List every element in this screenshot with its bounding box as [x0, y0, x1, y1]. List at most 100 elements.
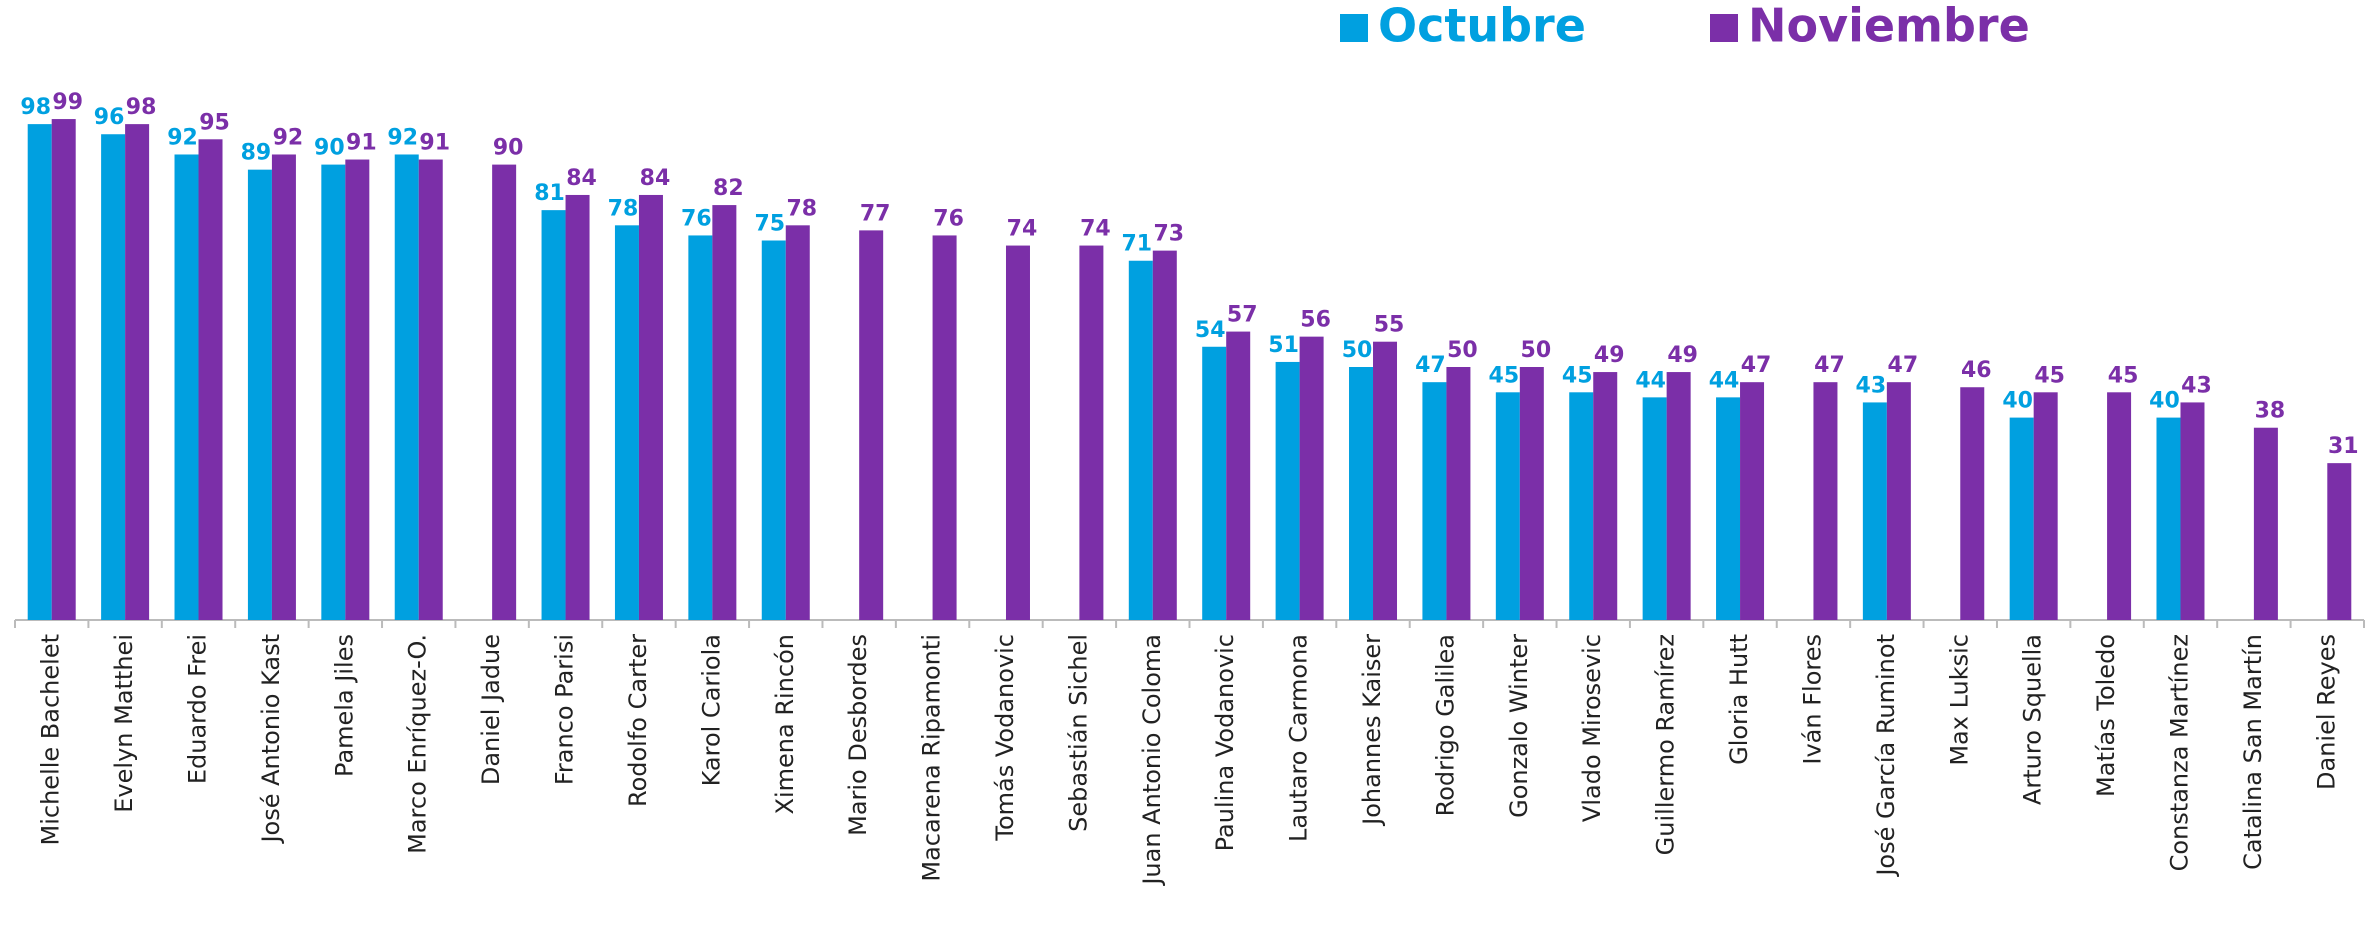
value-label: 75	[754, 212, 785, 237]
value-label: 81	[534, 181, 565, 206]
value-label: 47	[1814, 353, 1845, 378]
bar	[1569, 392, 1594, 620]
bar	[2253, 427, 2278, 620]
value-label: 50	[1447, 338, 1478, 363]
x-tick-label: Arturo Squella	[2019, 634, 2047, 805]
x-tick-label: José Antonio Kast	[257, 634, 285, 845]
value-label: 84	[566, 166, 597, 191]
bar	[2180, 402, 2205, 620]
value-label: 76	[681, 206, 712, 231]
bar	[541, 210, 566, 620]
x-tick-label: Michelle Bachelet	[37, 634, 65, 845]
bar	[2327, 463, 2352, 620]
bar	[2033, 392, 2058, 620]
legend-label: Noviembre	[1748, 0, 2030, 53]
bar	[492, 164, 517, 620]
bar	[1349, 367, 1374, 620]
bar	[932, 235, 957, 620]
bar	[321, 164, 346, 620]
value-label: 47	[1741, 353, 1772, 378]
value-label: 76	[933, 206, 964, 231]
x-tick-label: Tomás Vodanovic	[991, 634, 1019, 842]
value-label: 82	[713, 176, 744, 201]
bar	[785, 225, 810, 620]
bar	[712, 205, 737, 620]
x-tick-label: Guillermo Ramírez	[1652, 634, 1680, 855]
value-label: 45	[1562, 363, 1593, 388]
value-label: 98	[20, 95, 51, 120]
bar	[1740, 382, 1765, 620]
x-tick-label: Sebastián Sichel	[1064, 634, 1092, 832]
bar	[688, 235, 713, 620]
value-label: 78	[786, 196, 817, 221]
bar	[1666, 372, 1691, 620]
bar	[2009, 417, 2034, 620]
value-label: 77	[860, 201, 891, 226]
bar	[1960, 387, 1985, 620]
bar	[1202, 346, 1227, 620]
bar	[198, 139, 223, 621]
x-tick-label: Max Luksic	[1945, 634, 1973, 766]
x-tick-label: Gonzalo Winter	[1505, 634, 1533, 818]
bar	[394, 154, 419, 621]
value-label: 40	[2149, 389, 2180, 414]
x-tick-label: Rodrigo Galilea	[1431, 634, 1459, 816]
value-label: 46	[1961, 358, 1992, 383]
value-label: 74	[1080, 217, 1111, 242]
bar	[27, 124, 52, 621]
value-label: 40	[2002, 389, 2033, 414]
bar	[1422, 382, 1447, 620]
x-tick-label: Daniel Reyes	[2312, 634, 2340, 790]
value-label: 44	[1635, 368, 1666, 393]
bar	[2107, 392, 2132, 620]
bar	[51, 119, 76, 620]
value-label: 90	[493, 136, 524, 161]
bar	[1226, 331, 1251, 620]
bar	[271, 154, 296, 621]
x-tick-label: Johannes Kaiser	[1358, 634, 1386, 827]
bar	[638, 194, 663, 620]
bar	[1886, 382, 1911, 620]
bar	[1642, 397, 1667, 620]
value-label: 99	[52, 90, 83, 115]
value-label: 73	[1153, 222, 1184, 247]
value-label: 71	[1121, 232, 1152, 257]
bar	[761, 240, 786, 620]
value-label: 57	[1227, 303, 1258, 328]
bar	[125, 124, 150, 621]
value-label: 74	[1007, 217, 1038, 242]
value-label: 98	[126, 95, 157, 120]
bar	[859, 230, 884, 620]
value-label: 49	[1667, 343, 1698, 368]
value-label: 92	[167, 125, 198, 150]
value-label: 50	[1521, 338, 1552, 363]
x-tick-label: Pamela Jiles	[330, 634, 358, 777]
value-label: 90	[314, 136, 345, 161]
value-label: 56	[1300, 308, 1331, 333]
value-label: 91	[346, 131, 377, 156]
bar	[1299, 336, 1324, 620]
x-tick-label: Lautaro Carmona	[1285, 634, 1313, 842]
legend-swatch	[1340, 14, 1368, 42]
value-label: 50	[1342, 338, 1373, 363]
bar	[2156, 417, 2181, 620]
bar	[1716, 397, 1741, 620]
legend-label: Octubre	[1378, 0, 1586, 53]
x-tick-label: Macarena Ripamonti	[918, 634, 946, 882]
value-label: 78	[608, 196, 639, 221]
value-label: 92	[387, 125, 418, 150]
legend-swatch	[1710, 14, 1738, 42]
x-tick-label: Juan Antonio Coloma	[1138, 634, 1166, 887]
value-label: 49	[1594, 343, 1625, 368]
value-label: 44	[1709, 368, 1740, 393]
value-label: 51	[1268, 333, 1299, 358]
bar	[565, 194, 590, 620]
x-tick-label: Karol Cariola	[697, 634, 725, 786]
bar	[1373, 341, 1398, 620]
bar	[1152, 250, 1177, 620]
x-tick-label: Paulina Vodanovic	[1211, 634, 1239, 851]
value-label: 55	[1374, 313, 1405, 338]
bar	[1128, 260, 1153, 620]
value-label: 84	[640, 166, 671, 191]
